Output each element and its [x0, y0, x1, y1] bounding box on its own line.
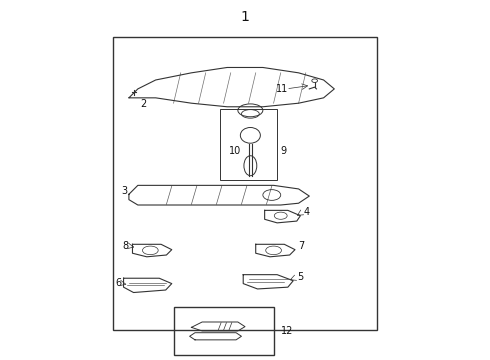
- Polygon shape: [123, 278, 172, 293]
- Text: 7: 7: [298, 241, 305, 251]
- Text: 9: 9: [281, 147, 287, 157]
- Bar: [113, 37, 377, 330]
- Bar: [173, 307, 273, 355]
- Text: 4: 4: [304, 207, 310, 217]
- Text: 6: 6: [115, 278, 121, 288]
- Text: 3: 3: [121, 186, 127, 196]
- Polygon shape: [265, 210, 300, 223]
- Text: 10: 10: [229, 147, 242, 157]
- Text: 2: 2: [140, 99, 147, 109]
- Text: 5: 5: [297, 272, 303, 282]
- Text: 11: 11: [276, 84, 289, 94]
- Bar: [220, 109, 277, 180]
- Text: 12: 12: [281, 326, 293, 336]
- Text: 8: 8: [123, 241, 129, 251]
- Polygon shape: [129, 185, 309, 205]
- Polygon shape: [256, 244, 295, 257]
- Polygon shape: [243, 275, 293, 289]
- Text: 1: 1: [241, 10, 249, 24]
- Polygon shape: [132, 244, 172, 257]
